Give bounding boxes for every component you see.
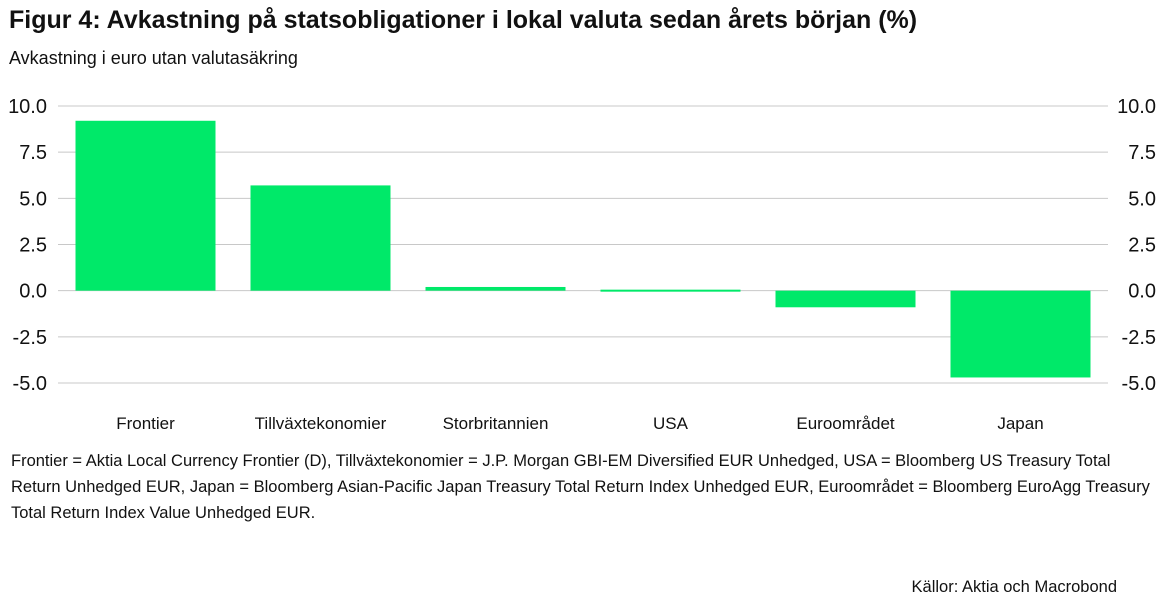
y-tick-label-right: 7.5 <box>1128 142 1156 164</box>
y-tick-label-left: -5.0 <box>13 373 47 395</box>
bar <box>250 185 391 291</box>
y-tick-label-left: 10.0 <box>8 96 47 118</box>
x-tick-label: Frontier <box>116 414 175 433</box>
bar <box>775 290 916 308</box>
y-tick-label-right: 10.0 <box>1117 96 1156 118</box>
x-tick-label: Tillväxtekonomier <box>255 414 387 433</box>
y-tick-label-right: 5.0 <box>1128 188 1156 210</box>
bars <box>75 120 1091 378</box>
y-tick-label-right: 0.0 <box>1128 281 1156 303</box>
y-axis-left: 10.0 7.5 5.0 2.5 0.0 -2.5 -5.0 <box>8 96 47 395</box>
y-tick-label-left: 2.5 <box>19 235 47 257</box>
x-tick-label: Euroområdet <box>796 414 895 433</box>
x-tick-label: Storbritannien <box>443 414 549 433</box>
bar <box>75 120 216 291</box>
bar <box>600 289 741 292</box>
bar-chart: 10.0 7.5 5.0 2.5 0.0 -2.5 -5.0 10.0 7.5 5.0 2.5 0.… <box>8 96 1156 433</box>
bar <box>425 286 566 291</box>
gridlines <box>58 105 1108 384</box>
x-axis: Frontier Tillväxtekonomier Storbritannien U… <box>116 414 1043 433</box>
y-tick-label-right: -5.0 <box>1122 373 1156 395</box>
y-tick-label-left: -2.5 <box>13 327 47 349</box>
y-axis-right: 10.0 7.5 5.0 2.5 0.0 -2.5 -5.0 <box>1117 96 1156 395</box>
y-tick-label-left: 0.0 <box>19 281 47 303</box>
bar <box>950 290 1091 378</box>
y-tick-label-left: 5.0 <box>19 188 47 210</box>
source-note: Källor: Aktia och Macrobond <box>911 578 1117 596</box>
x-tick-label: USA <box>653 414 689 433</box>
y-tick-label-right: 2.5 <box>1128 235 1156 257</box>
y-tick-label-right: -2.5 <box>1122 327 1156 349</box>
chart-title: Figur 4: Avkastning på statsobligationer… <box>9 6 918 34</box>
y-tick-label-left: 7.5 <box>19 142 47 164</box>
footnote: Frontier = Aktia Local Currency Frontier… <box>11 452 1150 522</box>
x-tick-label: Japan <box>997 414 1043 433</box>
chart-subtitle: Avkastning i euro utan valutasäkring <box>9 48 298 68</box>
